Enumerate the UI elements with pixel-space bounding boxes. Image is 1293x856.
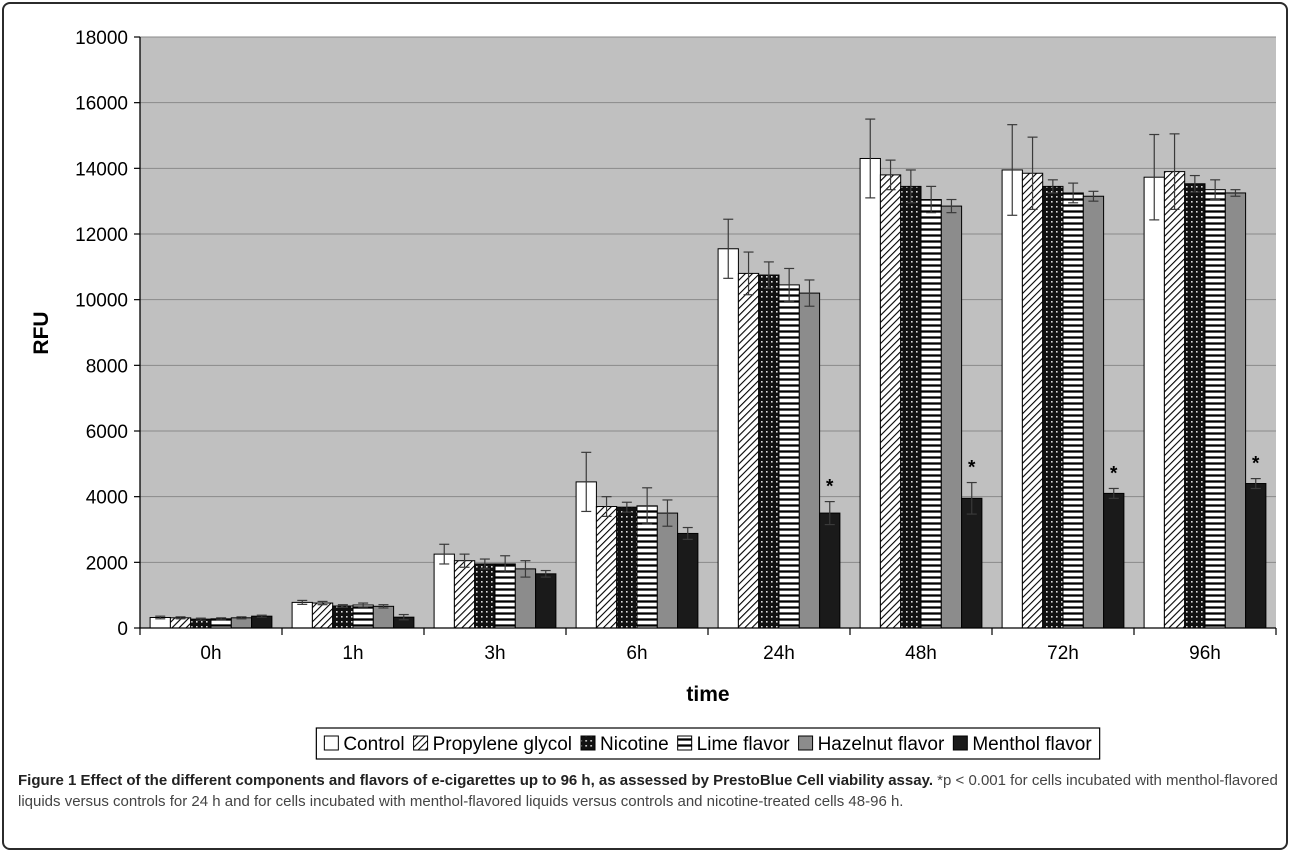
bar (1225, 193, 1245, 628)
bar (921, 200, 941, 628)
bar (1083, 196, 1103, 628)
bar (1246, 484, 1266, 628)
legend: Control Propylene glycol Nicotine Lime flav… (316, 728, 1099, 759)
bar (779, 285, 799, 628)
y-tick-label: 0 (117, 619, 128, 640)
x-tick-label: 6h (626, 643, 647, 664)
bar (1144, 177, 1164, 628)
legend-swatch (799, 736, 813, 750)
legend-swatch (678, 736, 692, 750)
bar (962, 498, 982, 628)
legend-swatch (581, 736, 595, 750)
legend-label: Control (343, 734, 404, 755)
bar (596, 507, 616, 628)
bar (657, 513, 677, 628)
bar (475, 564, 495, 628)
x-tick-label: 1h (342, 643, 363, 664)
bar (1022, 173, 1042, 628)
y-axis-title: RFU (30, 311, 53, 354)
x-tick-label: 48h (905, 643, 937, 664)
caption-title: Figure 1 Effect of the different compone… (18, 772, 933, 789)
y-tick-label: 6000 (86, 422, 128, 443)
legend-swatch (414, 736, 428, 750)
legend-label: Menthol flavor (972, 734, 1092, 755)
legend-label: Propylene glycol (433, 734, 572, 755)
bar (1002, 170, 1022, 628)
significance-marker: * (826, 477, 834, 498)
bar (495, 564, 515, 628)
bar (252, 616, 272, 628)
x-tick-label: 3h (484, 643, 505, 664)
x-axis-title: time (686, 683, 729, 706)
bar (292, 602, 312, 628)
y-tick-label: 14000 (75, 159, 128, 180)
bar (860, 158, 880, 628)
bar (1104, 493, 1124, 628)
y-tick-label: 18000 (75, 28, 128, 49)
bar (617, 507, 637, 628)
y-tick-label: 8000 (86, 356, 128, 377)
bar (434, 554, 454, 628)
bar (536, 574, 556, 628)
bar-chart: * * * * 0 2000 4000 6000 8000 10000 12000 14000 160… (0, 0, 1293, 760)
legend-label: Nicotine (600, 734, 669, 755)
bar (1205, 190, 1225, 628)
x-tick-label: 72h (1047, 643, 1079, 664)
significance-marker: * (968, 458, 976, 479)
bar (880, 175, 900, 628)
bar (738, 273, 758, 628)
significance-marker: * (1252, 454, 1260, 475)
figure-caption: Figure 1 Effect of the different compone… (18, 770, 1280, 812)
legend-label: Hazelnut flavor (818, 734, 945, 755)
bar (333, 606, 353, 628)
bar (759, 275, 779, 628)
y-tick-label: 4000 (86, 488, 128, 509)
x-tick-label: 24h (763, 643, 795, 664)
bar (353, 605, 373, 628)
bar (312, 603, 332, 628)
significance-marker: * (1110, 463, 1118, 484)
bar (901, 186, 921, 628)
bar (1185, 184, 1205, 628)
bar (799, 293, 819, 628)
bar (515, 569, 535, 628)
legend-items: Control Propylene glycol Nicotine Lime flav… (324, 734, 1092, 755)
y-tick-label: 10000 (75, 291, 128, 312)
bar (1063, 193, 1083, 628)
bar (678, 533, 698, 628)
bar (1164, 172, 1184, 628)
legend-label: Lime flavor (697, 734, 791, 755)
bar (820, 513, 840, 628)
legend-swatch (953, 736, 967, 750)
x-tick-label: 96h (1189, 643, 1221, 664)
legend-swatch (324, 736, 338, 750)
bar (373, 606, 393, 628)
y-tick-label: 12000 (75, 225, 128, 246)
bar (941, 206, 961, 628)
bar (718, 249, 738, 628)
bar (454, 561, 474, 628)
bar (1043, 186, 1063, 628)
y-tick-label: 16000 (75, 94, 128, 115)
y-tick-label: 2000 (86, 553, 128, 574)
x-tick-label: 0h (200, 643, 221, 664)
